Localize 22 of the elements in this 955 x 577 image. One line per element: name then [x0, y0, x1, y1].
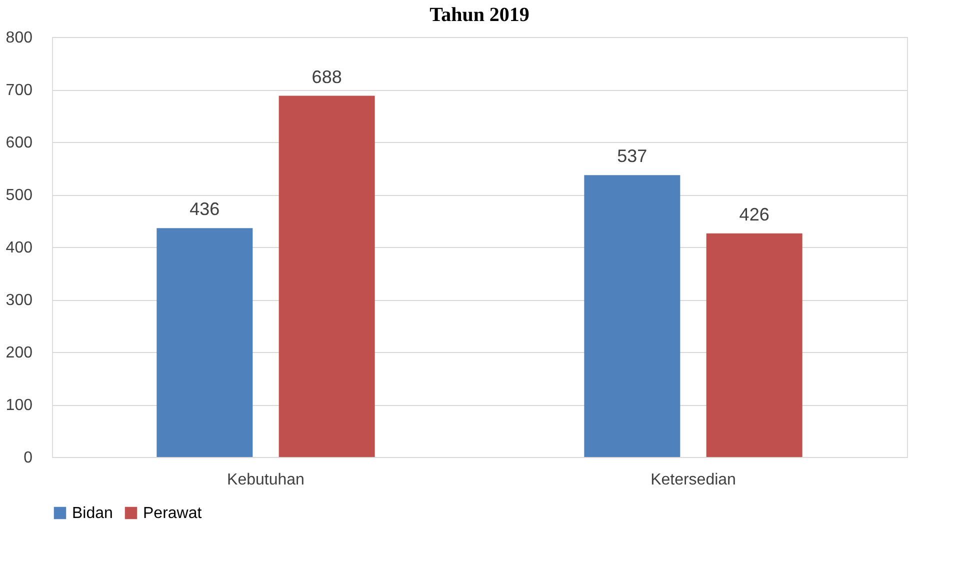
y-tick-label: 100	[6, 397, 33, 414]
data-label: 688	[312, 66, 342, 87]
x-tick-label: Ketersedian	[650, 472, 736, 488]
y-tick-label: 400	[6, 240, 33, 256]
y-tick-label: 500	[6, 187, 33, 204]
y-tick-label: 0	[24, 450, 33, 466]
legend-label: Bidan	[72, 505, 113, 522]
data-label: 537	[617, 146, 648, 166]
y-tick-label: 700	[6, 82, 33, 99]
bar	[278, 96, 375, 457]
chart-title: Tahun 2019	[430, 4, 530, 26]
data-label: 436	[190, 199, 220, 220]
x-tick-label: Kebutuhan	[227, 472, 304, 488]
bar	[156, 228, 253, 457]
y-tick-label: 200	[6, 344, 33, 362]
y-tick-label: 600	[6, 134, 33, 152]
bar	[706, 233, 802, 457]
y-tick-label: 300	[6, 292, 33, 309]
data-label: 426	[739, 204, 770, 224]
bar	[584, 175, 680, 457]
y-tick-label: 800	[6, 30, 33, 46]
legend-label: Perawat	[143, 505, 202, 522]
